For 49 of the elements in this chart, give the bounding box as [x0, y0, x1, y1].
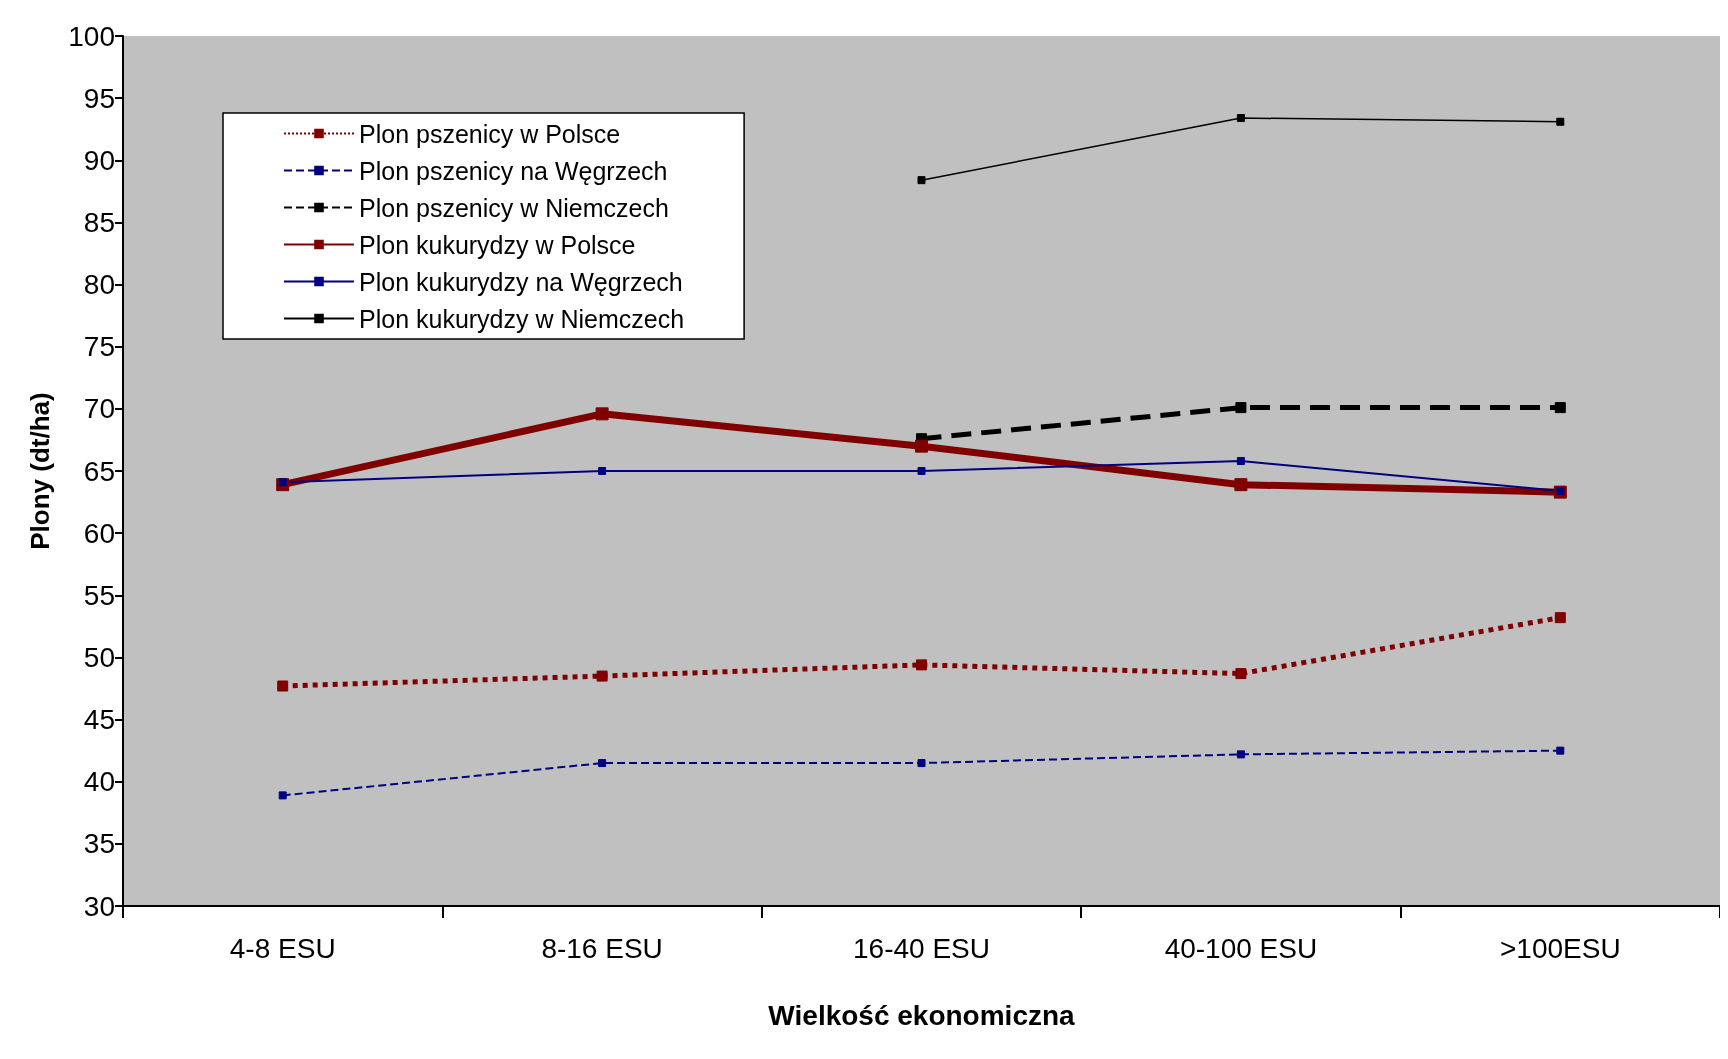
point [1235, 668, 1247, 680]
y-tick-label: 70 [83, 393, 115, 425]
y-tick-label: 45 [83, 704, 115, 736]
point [1556, 746, 1565, 755]
x-axis-title: Wielkość ekonomiczna [768, 999, 1076, 1031]
y-tick-label: 40 [83, 766, 115, 798]
y-tick-label: 35 [83, 828, 115, 860]
y-tick-label: 85 [83, 206, 115, 238]
y-tick-label: 65 [83, 455, 115, 487]
legend-label: Plon kukurydzy w Niemczech [359, 304, 685, 333]
point [1556, 117, 1565, 126]
x-tick-label: >100ESU [1499, 932, 1621, 964]
legend-label: Plon kukurydzy w Polsce [359, 230, 636, 259]
point [1235, 402, 1247, 414]
point [1554, 402, 1566, 414]
legend-label: Plon pszenicy w Niemczech [359, 193, 669, 222]
point [596, 670, 608, 682]
point [598, 759, 607, 768]
legend-label: Plon pszenicy w Polsce [359, 119, 621, 148]
legend-label: Plon kukurydzy na Węgrzech [359, 267, 683, 296]
y-tick-label: 75 [83, 331, 115, 363]
point [278, 791, 287, 800]
y-tick-label: 90 [83, 144, 115, 176]
y-tick-label: 50 [83, 641, 115, 673]
y-tick-label: 60 [83, 517, 115, 549]
point [598, 467, 607, 475]
point [916, 659, 927, 671]
point [915, 439, 928, 453]
y-tick-label: 100 [68, 20, 115, 52]
y-tick-label: 30 [83, 890, 115, 922]
y-tick-label: 80 [83, 269, 115, 301]
point [917, 176, 926, 185]
x-tick-label: 4-8 ESU [229, 932, 336, 964]
point [917, 759, 926, 768]
point [917, 467, 926, 475]
point [1236, 750, 1245, 759]
x-tick-label: 16-40 ESU [853, 932, 990, 964]
x-tick-label: 40-100 ESU [1164, 932, 1318, 964]
legend-label: Plon pszenicy na Węgrzech [359, 156, 668, 185]
y-tick-label: 55 [83, 579, 115, 611]
x-tick-label: 8-16 ESU [541, 932, 663, 964]
point [1554, 612, 1566, 624]
point [1236, 457, 1245, 466]
y-axis-title: Plony (dt/ha) [25, 392, 55, 550]
y-tick-label: 95 [83, 82, 115, 114]
point [277, 680, 289, 692]
point [595, 407, 609, 421]
point [1234, 478, 1248, 492]
point [1236, 114, 1245, 123]
